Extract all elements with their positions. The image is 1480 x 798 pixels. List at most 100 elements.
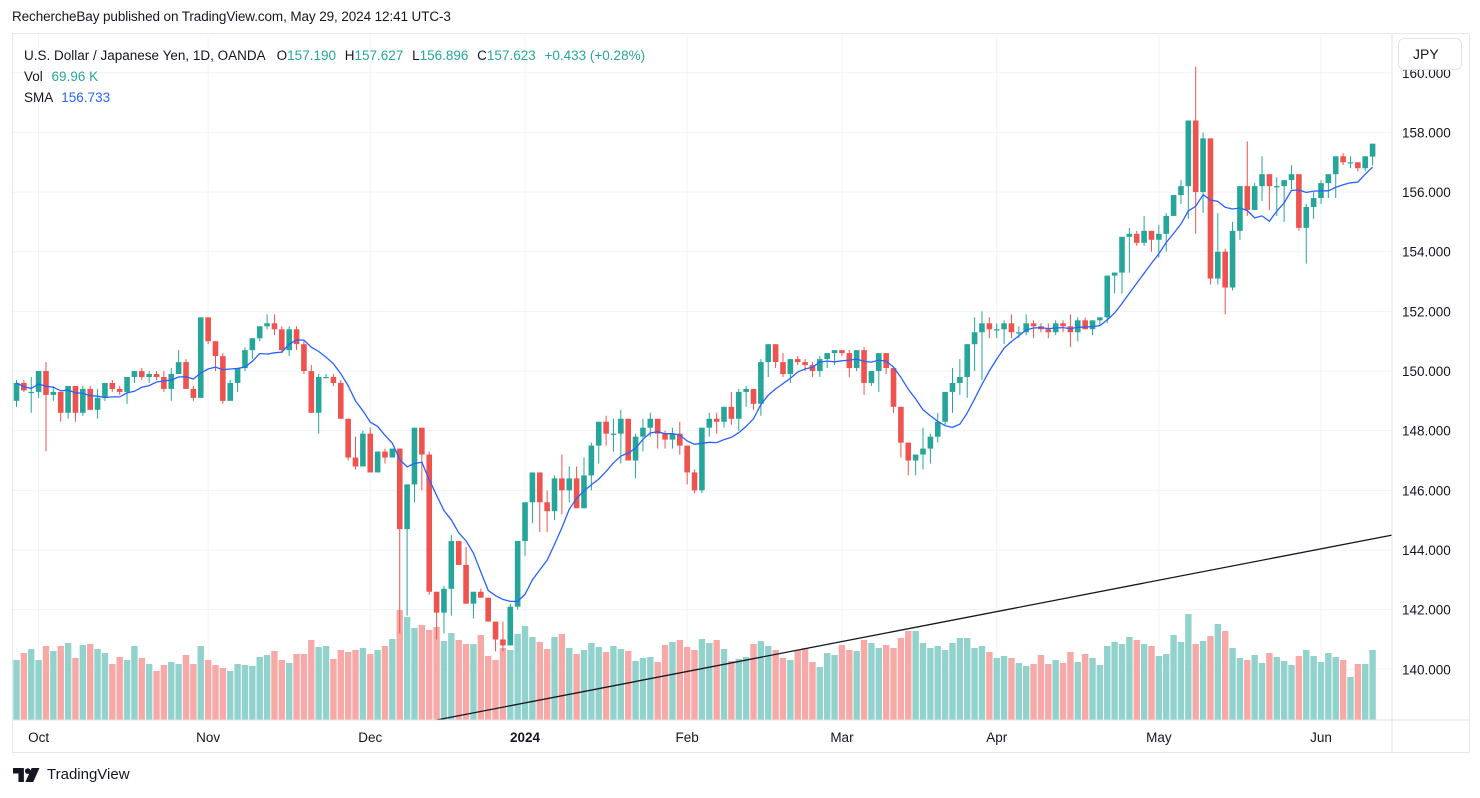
candle-body [175,362,182,375]
candle-body [875,353,882,372]
candle-body [839,350,845,354]
volume-bar [28,649,35,720]
candle-body [138,371,145,377]
candle-body [927,436,934,449]
candle [765,344,772,377]
candle-body [861,350,867,383]
volume-bar [42,646,50,720]
candle-body [1104,275,1111,318]
candle [1303,204,1310,264]
candle-body [1281,180,1287,187]
candle-body [1332,156,1339,175]
candle [478,588,484,598]
volume-bar [322,646,330,720]
candle [1111,272,1118,294]
volume-bar [713,640,720,720]
candle [1237,186,1243,240]
candle-body [102,382,108,398]
candle [632,433,639,479]
candle [772,344,779,369]
candle-body [1156,233,1162,240]
candle-body [65,385,71,413]
candle [1067,314,1074,348]
candle [1355,162,1361,172]
candle-body [824,353,830,360]
candle [470,591,477,619]
candle [1133,230,1140,246]
candle [102,382,108,401]
candle-body [337,382,344,419]
candle [691,469,698,494]
tradingview-logo-icon [13,767,40,782]
candle [234,368,241,392]
volume-bar [1008,658,1015,720]
volume-bar [168,662,175,720]
volume-bar [551,637,558,720]
candle [743,385,749,407]
symbol-title[interactable]: U.S. Dollar / Japanese Yen, 1D, OANDA [24,48,265,63]
volume-bar [182,655,190,720]
volume-bar [1170,635,1177,720]
high-value: 157.627 [354,48,404,63]
volume-bar [256,657,263,720]
candle [559,454,565,515]
volume-bar [1332,657,1339,720]
candle-body [293,329,300,345]
currency-button[interactable]: JPY [1398,38,1462,70]
candle-body [728,406,735,419]
volume-bar [1074,662,1081,720]
price-tick-label: 158.000 [1402,125,1451,140]
volume-bar [934,646,941,720]
candle-body [640,427,646,437]
candle [1200,132,1206,213]
candle [957,359,963,395]
tradingview-brand[interactable]: TradingView [13,766,130,783]
volume-bar [1273,657,1280,720]
candle [839,350,845,357]
volume-bar [765,646,772,720]
sma-label[interactable]: SMA [24,90,53,105]
volume-bar [860,640,868,720]
candle-body [654,418,661,434]
candle-body [116,388,123,392]
candle [1281,180,1287,222]
candle [57,391,64,422]
candle [536,472,543,533]
candle-body [1192,120,1199,193]
volume-bar [706,643,713,720]
candle-body [1133,233,1140,243]
candle-body [514,541,521,607]
candle-body [249,338,256,351]
volume-bar [1258,663,1266,720]
candle-body [205,317,211,342]
candle [1229,221,1236,291]
volume-bar [757,641,765,720]
candle-body [28,391,35,394]
volume-bar [750,644,757,720]
volume-bar [1288,665,1295,720]
candle-body [949,382,956,392]
volume-bar [728,661,735,720]
candle-body [809,365,816,372]
candle-body [478,591,484,598]
volume-bar [448,633,455,720]
volume-bar [190,664,197,720]
candle [492,621,499,652]
candle [153,371,160,380]
candle [1310,192,1317,219]
open-label: O [276,48,288,63]
candle [610,418,617,452]
candle [323,374,329,379]
volume-bar [1081,654,1089,720]
candle [87,385,93,410]
candle [463,547,469,604]
volume-bar [831,655,838,720]
candle [249,338,256,360]
volume-bar [676,640,683,720]
candle [817,356,823,377]
candle [964,344,971,398]
publish-info: RechercheBay published on TradingView.co… [12,9,451,24]
candle [868,371,875,386]
volume-label[interactable]: Vol [24,69,43,84]
